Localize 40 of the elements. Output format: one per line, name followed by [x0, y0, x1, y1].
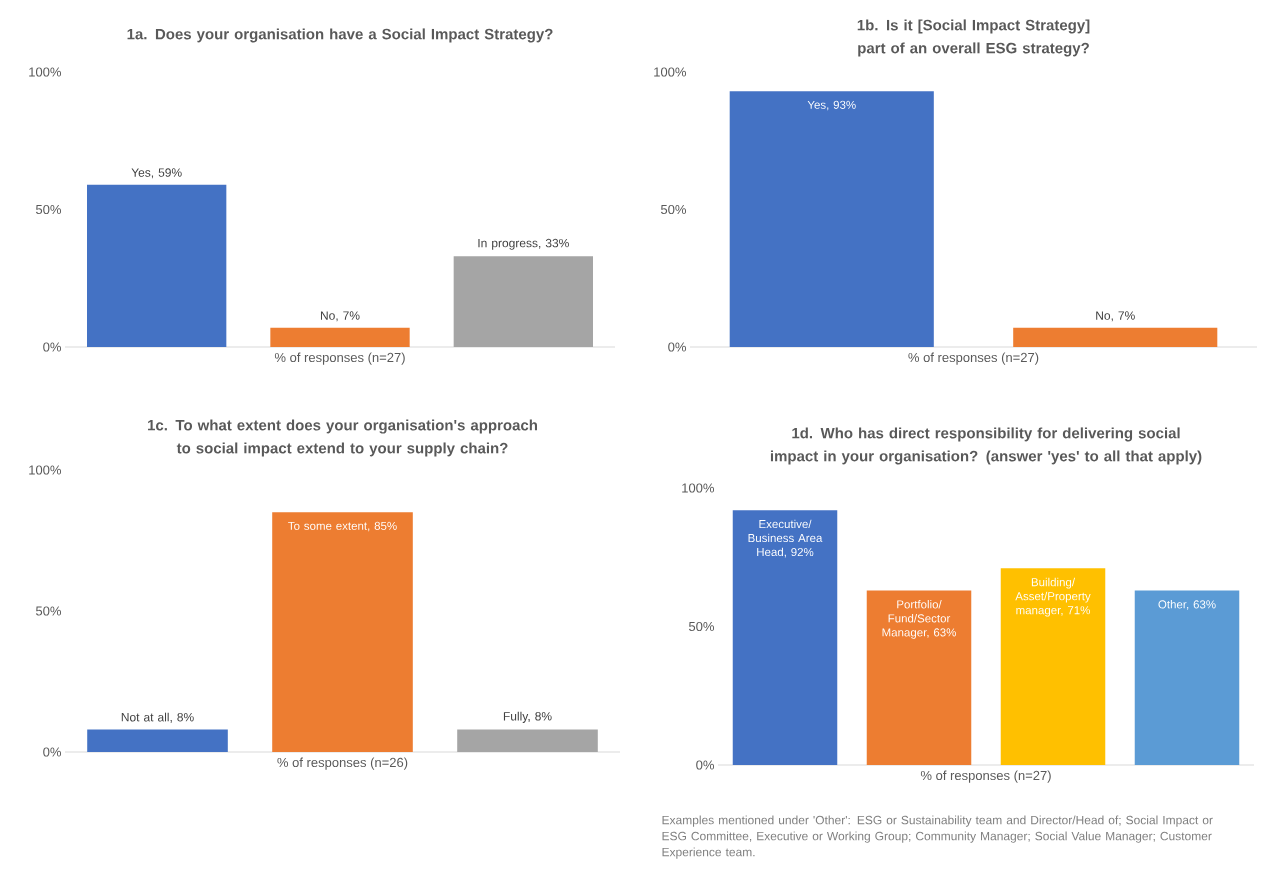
- bar: [270, 327, 410, 347]
- y-tick-label: 100%: [682, 483, 715, 493]
- chart-title: 1c. To what extent does your organisation's approach to social impact extend to your supply chain?: [148, 419, 537, 457]
- x-axis-title: % of responses (n=27): [920, 770, 1051, 783]
- data-label: No, 7%: [1096, 311, 1135, 322]
- y-tick-label: 50%: [35, 606, 62, 616]
- x-axis-title: % of responses (n=26): [277, 757, 408, 770]
- bar: [87, 184, 227, 347]
- y-tick-label: 50%: [688, 621, 715, 632]
- y-tick-label: 50%: [35, 204, 62, 215]
- data-label: Not at all, 8%: [121, 712, 194, 723]
- data-label: Building/Asset/Property manager, 71%: [1015, 577, 1091, 617]
- text: Examples mentioned under 'Other': ESG or Sustainability team and Director/Head of; Social Impact or ESG Committee, Executive or Working Group; Community Manager; Social Value Manager; Customer Experience team.: [662, 815, 1213, 859]
- bar: [732, 510, 838, 765]
- bar: [1134, 590, 1240, 765]
- data-label: Other, 63%: [1158, 600, 1216, 610]
- data-label: Portfolio/Fund/Sector Manager, 63%: [882, 600, 956, 639]
- chart-title: 1b. Is it [Social Impact Strategy] part of an overall ESG strategy?: [857, 19, 1090, 57]
- data-label: Yes, 59%: [131, 168, 182, 179]
- data-label: No, 7%: [320, 311, 360, 322]
- y-tick-label: 100%: [654, 67, 687, 77]
- y-tick-label: 0%: [43, 747, 62, 757]
- y-tick-label: 0%: [668, 342, 687, 352]
- bar: [866, 590, 972, 765]
- data-label: Yes, 93%: [807, 100, 856, 111]
- chart-title: 1a. Does your organisation have a Social Impact Strategy?: [127, 28, 553, 43]
- data-label: To some extent, 85%: [288, 521, 397, 532]
- x-axis-title: % of responses (n=27): [274, 352, 405, 365]
- y-tick-label: 0%: [696, 760, 715, 770]
- data-label: Fully, 8%: [503, 711, 552, 723]
- x-axis-title: % of responses (n=27): [908, 352, 1039, 365]
- data-label: In progress, 33%: [478, 238, 569, 250]
- y-tick-label: 100%: [29, 465, 62, 475]
- chart-title: 1d. Who has direct responsibility for delivering social impact in your organisation? (answer 'yes' to all that apply): [770, 427, 1202, 465]
- y-tick-label: 0%: [43, 342, 62, 352]
- y-tick-label: 100%: [29, 67, 62, 77]
- bar: [453, 256, 593, 347]
- bar: [1000, 568, 1106, 765]
- data-label: Executive/Business Area Head, 92%: [748, 519, 823, 558]
- y-tick-label: 50%: [660, 204, 687, 215]
